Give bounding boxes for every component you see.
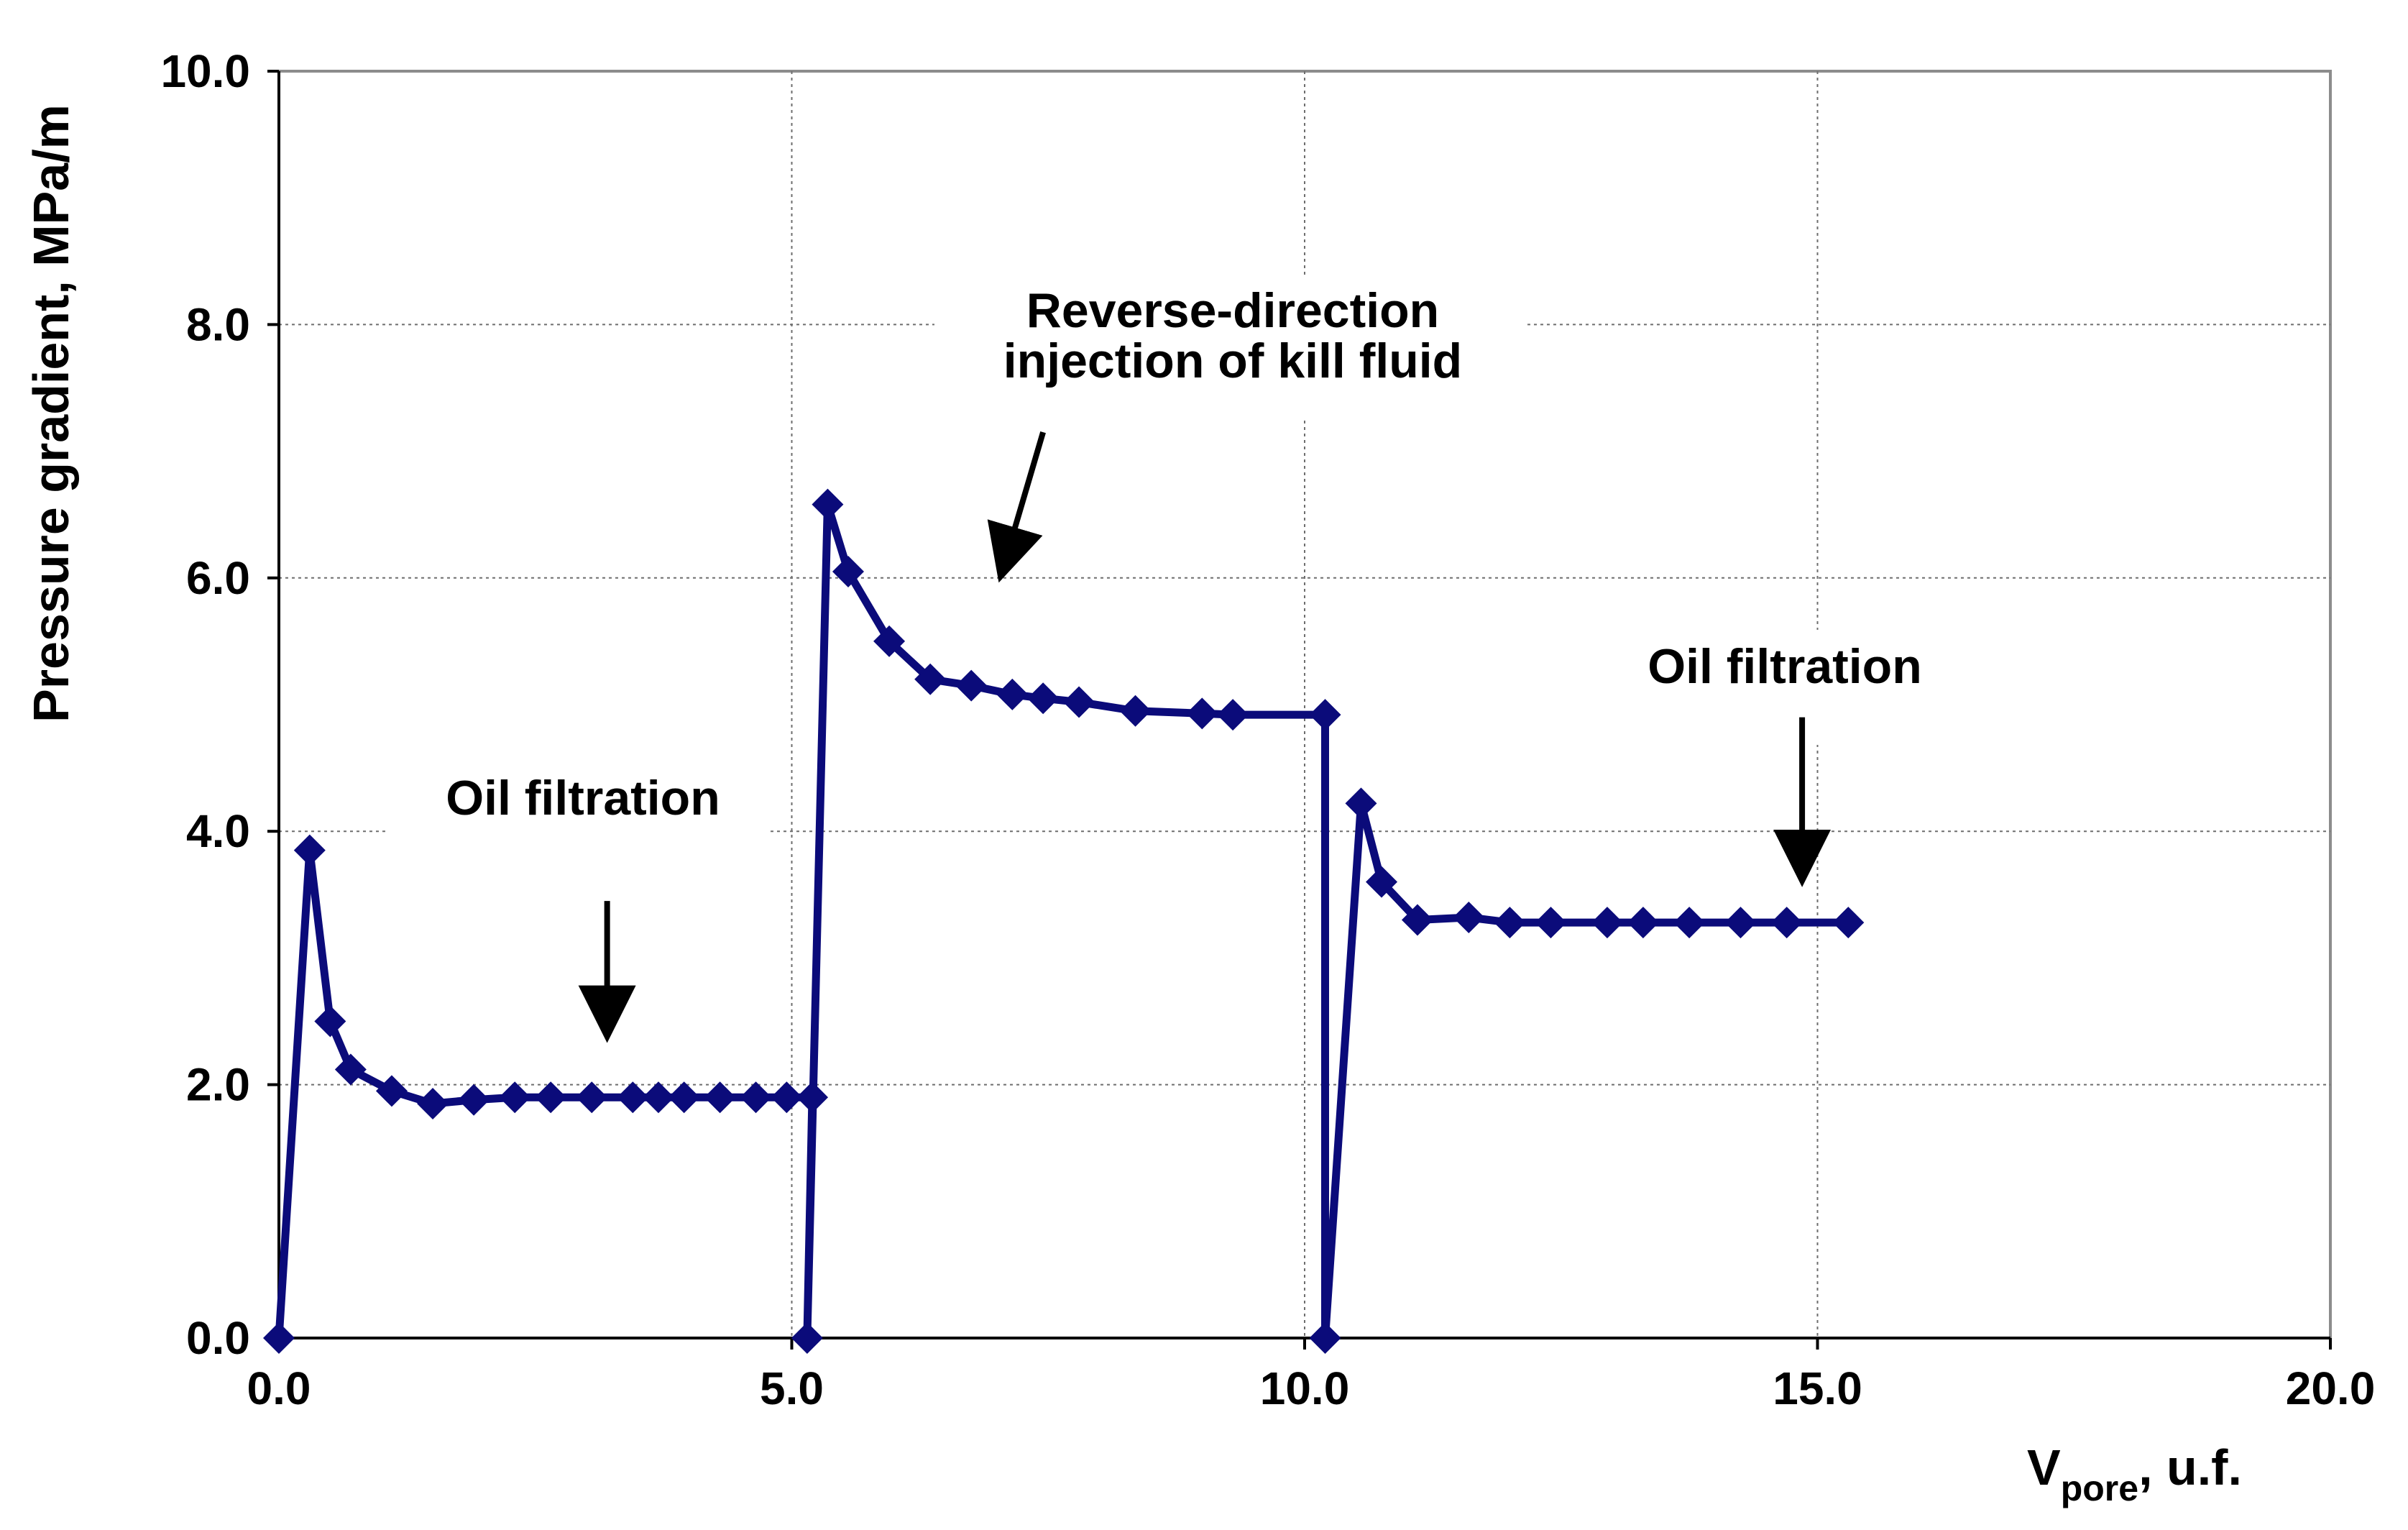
annotation-1-background [388,761,769,847]
data-point-marker [1832,907,1865,939]
data-point-marker [458,1084,490,1116]
x-tick-label: 10.0 [1260,1362,1350,1414]
data-point-marker [1401,904,1433,936]
data-point-marker [499,1081,531,1114]
y-tick-label: 2.0 [186,1059,250,1111]
data-point-marker [955,669,988,702]
data-point-marker [740,1081,772,1114]
data-point-marker [314,1005,346,1037]
data-point-marker [375,1075,408,1107]
gridlines [279,71,2330,1338]
data-point-marker [1673,907,1706,939]
data-point-marker [914,663,947,695]
x-axis-title-rest: , u.f. [2138,1439,2242,1495]
x-tick-label: 15.0 [1773,1362,1862,1414]
x-tick-label: 5.0 [760,1362,824,1414]
x-axis-title-main: V [2027,1439,2061,1495]
data-point-marker [576,1081,608,1114]
data-point-marker [1453,902,1485,934]
x-axis-title: Vpore, u.f. [2027,1439,2242,1508]
annotation-2-arrow [987,431,1046,583]
data-point-marker [704,1081,736,1114]
data-point-marker [1494,907,1526,939]
data-point-marker [873,625,906,657]
series-group [263,488,1865,1354]
data-point-marker [1309,699,1341,731]
data-point-marker [263,1322,295,1354]
x-tick-label: 20.0 [2286,1362,2376,1414]
data-point-marker [293,834,326,866]
data-point-marker [771,1081,803,1114]
data-point-marker [1119,695,1152,727]
data-point-marker [1724,907,1757,939]
data-point-marker [617,1081,649,1114]
data-point-marker [642,1081,674,1114]
data-point-marker [1591,907,1623,939]
data-point-marker [1627,907,1659,939]
data-point-marker [796,1081,829,1114]
y-axis-title: Pressure gradient, MPa/m [23,104,79,723]
data-point-marker [1063,686,1095,718]
data-point-marker [535,1081,567,1114]
data-point-marker [1217,699,1249,731]
data-point-marker [1535,907,1567,939]
data-point-marker [1027,682,1060,715]
data-point-marker [1186,697,1218,730]
annotation-3-label: Oil filtration [1648,639,1922,694]
x-tick-label: 0.0 [247,1362,311,1414]
data-point-marker [791,1322,823,1354]
annotation-2-label-line-1: Reverse-direction [1026,283,1439,338]
data-point-marker [812,488,844,521]
y-axis: 0.0 2.0 4.0 6.0 8.0 10.0 [160,45,280,1364]
y-tick-label: 8.0 [186,298,250,350]
annotation-3-background [1610,630,1970,745]
annotation-1-label: Oil filtration [446,771,720,825]
data-point-marker [1770,907,1803,939]
y-tick-label: 10.0 [160,45,250,97]
y-tick-label: 4.0 [186,805,250,857]
data-point-marker [1366,866,1398,898]
data-point-marker [832,555,864,587]
y-tick-label: 6.0 [186,552,250,604]
annotation-2-background [934,276,1524,420]
y-tick-label: 0.0 [186,1312,250,1364]
data-point-marker [996,678,1029,710]
data-point-marker [668,1081,700,1114]
data-point-marker [417,1088,449,1120]
data-point-marker [1309,1322,1341,1354]
data-point-marker [334,1053,367,1086]
x-axis: 0.0 5.0 10.0 15.0 20.0 [247,1337,2376,1414]
x-axis-title-subscript: pore [2061,1468,2138,1508]
annotations: Oil filtration Reverse-direction injecti… [388,276,1970,1043]
annotation-2-label-line-2: injection of kill fluid [1003,334,1462,388]
data-point-marker [1345,787,1377,820]
